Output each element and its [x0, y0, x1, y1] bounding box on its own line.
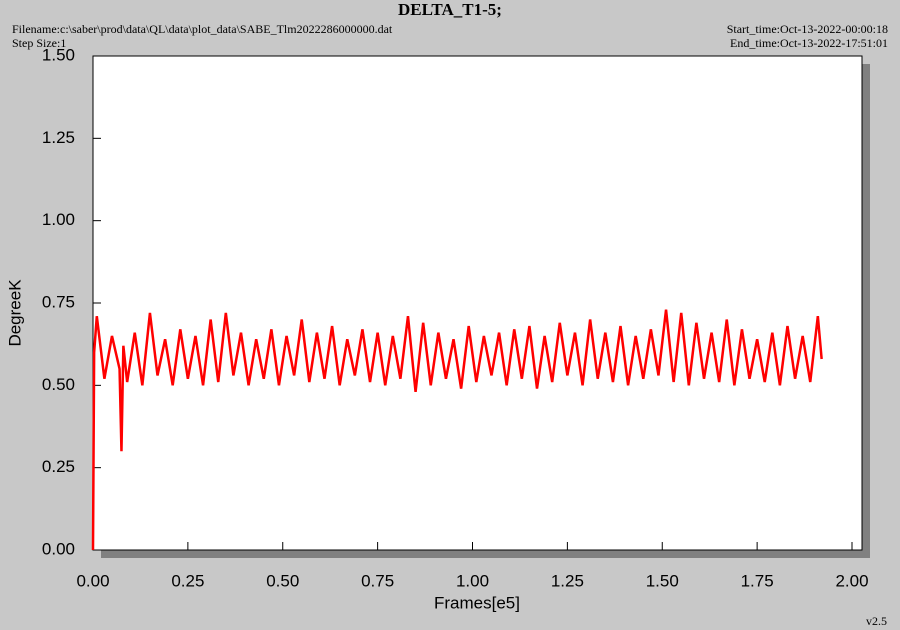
- x-tick-label: 1.25: [551, 571, 584, 590]
- y-tick-label: 1.00: [42, 210, 75, 229]
- data-line: [91, 309, 823, 551]
- x-tick-label: 1.00: [456, 571, 489, 590]
- version: v2.5: [866, 614, 887, 628]
- filename: Filename:c:\saber\prod\data\QL\data\plot…: [12, 22, 393, 36]
- x-tick-label: 0.25: [171, 571, 204, 590]
- x-axis-label: Frames[e5]: [434, 593, 520, 612]
- x-tick-label: 0.00: [76, 571, 109, 590]
- y-tick-label: 1.50: [42, 45, 75, 64]
- y-tick-label: 0.75: [42, 292, 75, 311]
- plot-area: [92, 55, 863, 551]
- step-size: Step Size:1: [12, 36, 66, 50]
- x-tick-label: 0.50: [266, 571, 299, 590]
- y-tick-label: 1.25: [42, 128, 75, 147]
- x-tick-label: 0.75: [361, 571, 394, 590]
- end-time: End_time:Oct-13-2022-17:51:01: [730, 36, 888, 50]
- y-tick-label: 0.50: [42, 375, 75, 394]
- y-axis-label: DegreeK: [5, 279, 24, 347]
- x-tick-label: 1.75: [741, 571, 774, 590]
- y-tick-label: 0.00: [42, 539, 75, 558]
- x-tick-label: 1.50: [646, 571, 679, 590]
- start-time: Start_time:Oct-13-2022-00:00:18: [727, 22, 888, 36]
- chart-title: DELTA_T1-5;: [398, 0, 502, 19]
- y-tick-label: 0.25: [42, 457, 75, 476]
- x-tick-label: 2.00: [835, 571, 868, 590]
